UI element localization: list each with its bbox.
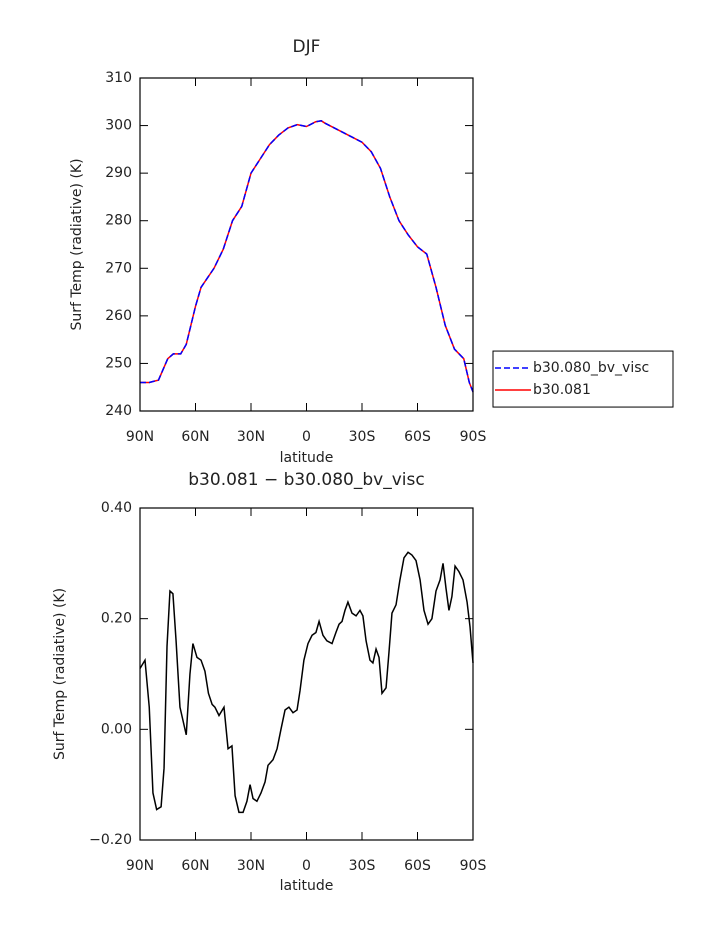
y-tick-label: 0.40 bbox=[101, 500, 132, 516]
x-tick-label: 90S bbox=[460, 858, 487, 874]
legend-box bbox=[492, 350, 674, 408]
y-tick-label: 250 bbox=[105, 355, 132, 371]
y-tick-label: 0.20 bbox=[101, 611, 132, 627]
x-tick-label: 0 bbox=[302, 429, 311, 445]
y-tick-label: 290 bbox=[105, 165, 132, 181]
legend-label: b30.080_bv_visc bbox=[533, 360, 649, 376]
x-tick-label: 30S bbox=[349, 858, 376, 874]
y-axis-label: Surf Temp (radiative) (K) bbox=[69, 158, 85, 330]
plot: DJF latitude Surf Temp (radiative) (K) 90N 6… bbox=[69, 37, 674, 466]
x-tick-label: 30N bbox=[237, 429, 265, 445]
plot-frame bbox=[139, 507, 474, 841]
y-tick-label: 270 bbox=[105, 260, 132, 276]
y-tick-label: 280 bbox=[105, 213, 132, 229]
plot-frame bbox=[139, 77, 474, 412]
data-line bbox=[140, 120, 474, 393]
x-tick-label: 0 bbox=[302, 858, 311, 874]
x-tick-label: 90N bbox=[126, 429, 154, 445]
chart-title: b30.081 − b30.080_bv_visc bbox=[188, 470, 424, 490]
chart-title: DJF bbox=[293, 37, 321, 57]
x-tick-label: 30N bbox=[237, 858, 265, 874]
x-tick-label: 60N bbox=[181, 858, 209, 874]
x-axis-label: latitude bbox=[280, 450, 334, 466]
y-tick-label: −0.20 bbox=[89, 832, 132, 848]
y-tick-label: 310 bbox=[105, 70, 132, 86]
y-tick-label: 300 bbox=[105, 118, 132, 134]
data-line bbox=[140, 120, 474, 393]
y-tick-label: 240 bbox=[105, 403, 132, 419]
x-tick-label: 60S bbox=[404, 429, 431, 445]
x-tick-label: 30S bbox=[349, 429, 376, 445]
x-tick-label: 60N bbox=[181, 429, 209, 445]
x-tick-label: 60S bbox=[404, 858, 431, 874]
x-axis-label: latitude bbox=[280, 878, 334, 894]
data-line bbox=[139, 551, 474, 814]
y-tick-label: 260 bbox=[105, 308, 132, 324]
y-tick-label: 0.00 bbox=[101, 721, 132, 737]
x-tick-label: 90S bbox=[460, 429, 487, 445]
x-tick-label: 90N bbox=[126, 858, 154, 874]
legend-label: b30.081 bbox=[533, 382, 591, 398]
plot: b30.081 − b30.080_bv_visc latitude Surf Te… bbox=[52, 470, 486, 894]
y-axis-label: Surf Temp (radiative) (K) bbox=[52, 588, 68, 760]
